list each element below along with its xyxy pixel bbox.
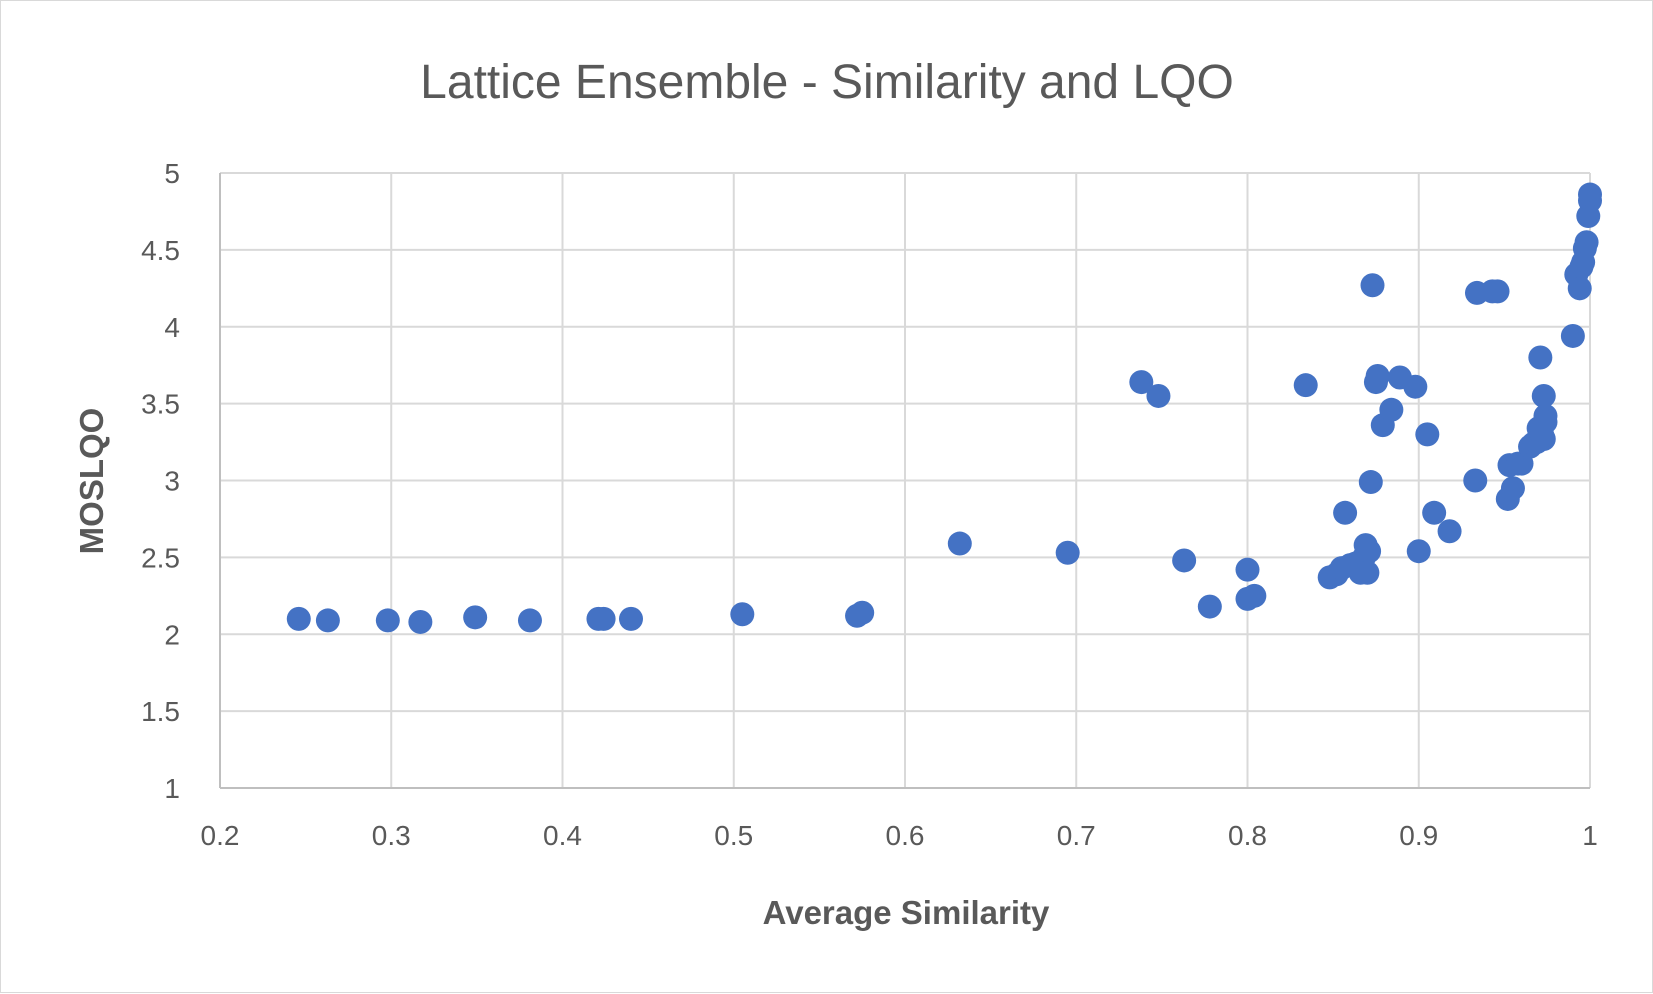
scatter-point [1360, 273, 1385, 298]
scatter-point [850, 600, 875, 625]
y-tick-label: 4 [164, 312, 180, 343]
x-tick-label: 0.6 [886, 820, 925, 851]
scatter-point [1358, 470, 1383, 495]
scatter-point [286, 606, 311, 631]
x-tick-label: 0.8 [1228, 820, 1267, 851]
y-tick-label: 3.5 [141, 389, 180, 420]
y-tick-label: 4.5 [141, 235, 180, 266]
scatter-point [1533, 410, 1558, 435]
x-tick-label: 0.5 [714, 820, 753, 851]
y-tick-label: 3 [164, 466, 180, 497]
y-tick-label: 1 [164, 773, 180, 804]
scatter-point [1403, 374, 1428, 399]
chart-title: Lattice Ensemble - Similarity and LQO [420, 56, 1234, 109]
scatter-point [1422, 500, 1447, 525]
scatter-point [1567, 276, 1592, 301]
scatter-point [1379, 397, 1404, 422]
scatter-point [1485, 279, 1510, 304]
scatter-point [619, 606, 643, 631]
scatter-point [1500, 476, 1525, 501]
x-tick-label: 0.3 [372, 820, 411, 851]
tick-labels: 1 1.5 2 2.5 3 3.5 4 4.5 5 0.2 0.3 0.4 0.5 0.6 0.7 0.8 0.… [141, 158, 1598, 851]
scatter-point [947, 531, 972, 556]
x-tick-label: 0.7 [1057, 820, 1096, 851]
scatter-point [1528, 345, 1553, 370]
scatter-point [1293, 373, 1318, 398]
y-tick-label: 2.5 [141, 542, 180, 573]
y-tick-label: 1.5 [141, 696, 180, 727]
scatter-point [1355, 560, 1380, 585]
y-axis-title: MOSLQO [73, 408, 110, 555]
scatter-point [1415, 422, 1440, 447]
scatter-point [1357, 539, 1382, 564]
y-tick-label: 5 [164, 158, 180, 189]
scatter-point [730, 602, 755, 627]
gridlines [219, 172, 1591, 789]
scatter-point [1560, 323, 1585, 348]
x-tick-label: 1 [1582, 820, 1598, 851]
data-points [286, 182, 1602, 634]
scatter-point [1578, 182, 1602, 207]
scatter-point [1197, 594, 1222, 619]
x-tick-label: 0.4 [543, 820, 582, 851]
scatter-point [1129, 370, 1154, 395]
y-tick-label: 2 [164, 619, 180, 650]
scatter-point [463, 605, 488, 630]
scatter-point [1574, 230, 1599, 255]
scatter-point [1146, 383, 1171, 408]
x-axis-title: Average Similarity [763, 894, 1050, 931]
scatter-point [1531, 383, 1556, 408]
scatter-point [1333, 500, 1358, 525]
scatter-point [375, 608, 400, 633]
scatter-point [1235, 557, 1260, 582]
x-tick-label: 0.2 [201, 820, 240, 851]
scatter-point [591, 606, 616, 631]
scatter-point [315, 608, 340, 633]
scatter-point [1437, 519, 1462, 544]
scatter-point [1406, 539, 1431, 564]
scatter-point [1463, 468, 1488, 493]
x-tick-label: 0.9 [1399, 820, 1438, 851]
scatter-point [1172, 548, 1197, 573]
scatter-point [1365, 363, 1390, 388]
scatter-point [517, 608, 542, 633]
scatter-point [408, 609, 433, 634]
scatter-point [1055, 540, 1080, 565]
scatter-point [1242, 583, 1267, 608]
